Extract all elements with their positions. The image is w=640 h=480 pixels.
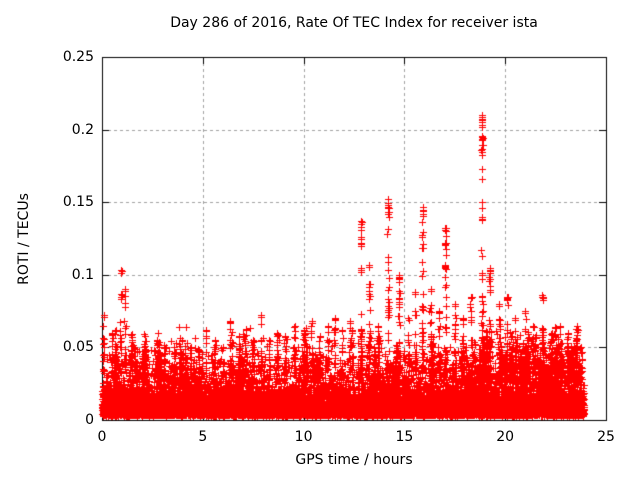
x-axis-label: GPS time / hours [295,452,413,468]
x-tick-label: 25 [597,429,615,445]
y-tick-label: 0.1 [71,266,94,283]
y-tick-label: 0.15 [62,194,94,211]
x-tick-label: 5 [198,429,208,445]
x-tick-label: 10 [294,429,313,445]
y-tick-label: 0.05 [62,339,94,356]
y-tick-label: 0 [85,412,94,428]
chart-title: Day 286 of 2016, Rate Of TEC Index for r… [170,15,538,31]
y-tick-label: 0.2 [71,121,94,138]
x-tick-label: 0 [97,429,107,445]
y-tick-label: 0.25 [62,49,94,65]
x-tick-label: 15 [395,429,414,445]
x-tick-label: 20 [496,429,515,445]
